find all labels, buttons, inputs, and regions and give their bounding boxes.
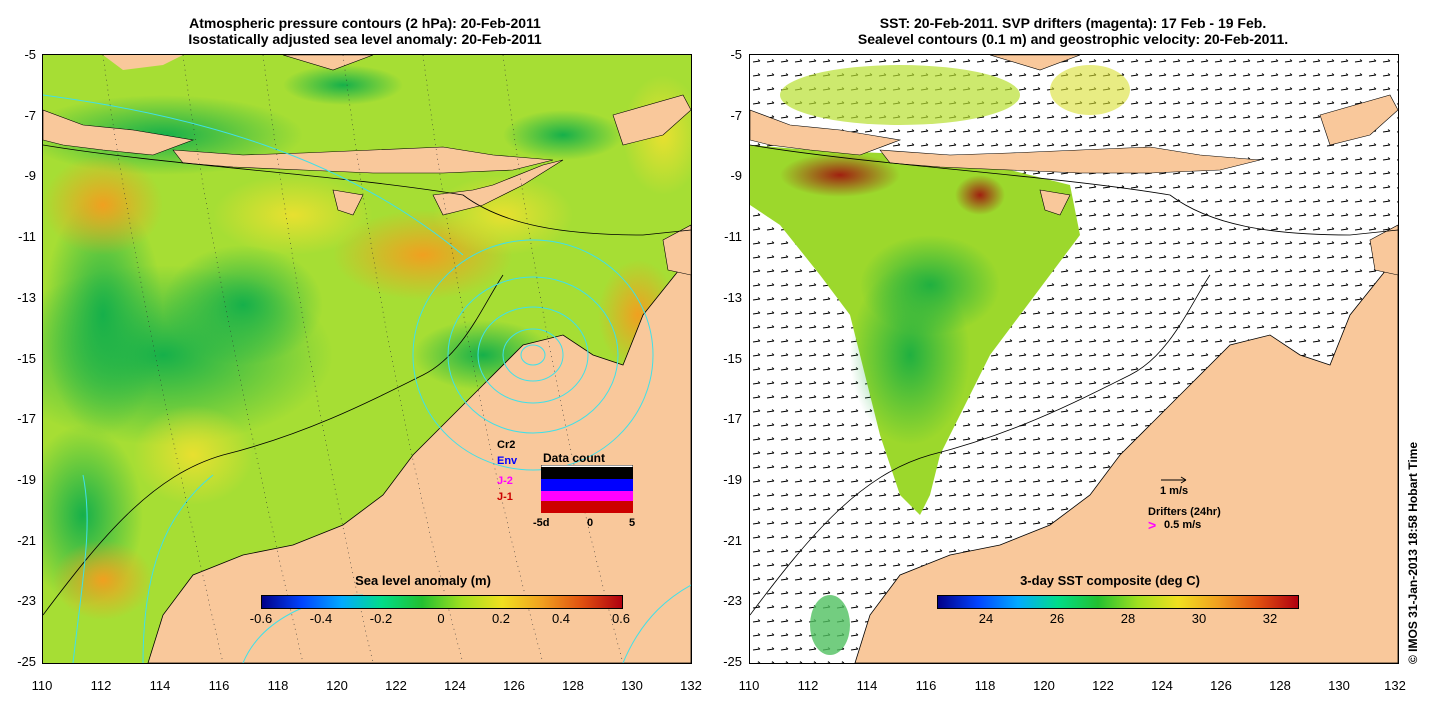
right-xtick-7: 122	[1092, 678, 1114, 693]
left-ytick-1: -5	[24, 47, 36, 62]
right-xtick-5: 118	[974, 678, 996, 693]
left-xtick-9: 126	[503, 678, 525, 693]
right-ytick-5: -13	[723, 290, 742, 305]
speed-legend-label: 1 m/s	[1160, 485, 1189, 497]
sla-tick-3: -0.2	[369, 611, 393, 626]
left-ytick-6: -15	[17, 351, 36, 366]
sst-colorbar-title: 3-day SST composite (deg C)	[1020, 573, 1200, 588]
right-ytick-10: -23	[723, 593, 742, 608]
sst-tick-1: 24	[978, 611, 994, 626]
sst-tick-5: 32	[1262, 611, 1278, 626]
sst-tick-2: 26	[1049, 611, 1065, 626]
sla-tick-7: 0.6	[611, 611, 631, 626]
right-ytick-3: -9	[730, 168, 742, 183]
sat-j2-label: J-2	[497, 475, 513, 487]
left-xtick-5: 118	[267, 678, 289, 693]
right-ytick-2: -7	[730, 108, 742, 123]
left-xtick-12: 132	[680, 678, 702, 693]
sla-tick-4: 0	[437, 611, 445, 626]
left-xtick-8: 124	[444, 678, 466, 693]
right-xtick-12: 132	[1384, 678, 1406, 693]
right-ytick-8: -19	[723, 472, 742, 487]
drifter-speed-label: 0.5 m/s	[1164, 519, 1202, 531]
right-ytick-4: -11	[724, 229, 742, 244]
left-xtick-2: 112	[90, 678, 112, 693]
sst-field	[750, 55, 1398, 663]
sat-cr2-label: Cr2	[497, 439, 516, 451]
right-xtick-6: 120	[1033, 678, 1055, 693]
left-ytick-2: -7	[24, 108, 36, 123]
left-ytick-4: -11	[18, 229, 36, 244]
left-ytick-8: -19	[17, 472, 36, 487]
data-count-xtick-2: 0	[587, 517, 594, 529]
sla-tick-2: -0.4	[309, 611, 333, 626]
imos-credit: © IMOS 31-Jan-2013 18:58 Hobart Time	[1406, 441, 1420, 664]
sla-tick-6: 0.4	[551, 611, 571, 626]
sla-colorbar	[261, 595, 623, 609]
right-xtick-10: 128	[1269, 678, 1291, 693]
left-xtick-11: 130	[621, 678, 643, 693]
sla-tick-5: 0.2	[491, 611, 511, 626]
sst-tick-4: 30	[1191, 611, 1207, 626]
sat-env-label: Env	[497, 455, 518, 467]
sla-colorbar-title: Sea level anomaly (m)	[355, 573, 491, 588]
speed-arrow-icon	[1161, 476, 1187, 484]
sat-j1-label: J-1	[497, 491, 513, 503]
right-title-line2: Sealevel contours (0.1 m) and geostrophi…	[857, 31, 1289, 47]
left-ytick-5: -13	[17, 290, 36, 305]
data-count-xtick-3: 5	[629, 517, 636, 529]
data-count-chart	[541, 465, 633, 513]
right-xtick-11: 130	[1328, 678, 1350, 693]
drifters-legend-label: Drifters (24hr)	[1148, 506, 1221, 518]
left-xtick-3: 114	[149, 678, 171, 693]
data-count-title: Data count	[543, 451, 606, 465]
sea-level-anomaly-field	[43, 55, 691, 663]
left-xtick-6: 120	[326, 678, 348, 693]
drifter-arrow-icon: >	[1148, 517, 1157, 533]
left-ytick-9: -21	[17, 533, 36, 548]
right-xtick-1: 110	[738, 678, 760, 693]
right-xtick-4: 116	[915, 678, 937, 693]
right-ytick-11: -25	[723, 654, 742, 669]
right-ytick-9: -21	[723, 533, 742, 548]
left-ytick-11: -25	[17, 654, 36, 669]
left-ytick-3: -9	[24, 168, 36, 183]
left-xtick-10: 128	[562, 678, 584, 693]
right-xtick-2: 112	[797, 678, 819, 693]
right-xtick-8: 124	[1151, 678, 1173, 693]
left-ytick-7: -17	[17, 411, 36, 426]
right-title-line1: SST: 20-Feb-2011. SVP drifters (magenta)…	[879, 15, 1267, 31]
sst-tick-3: 28	[1120, 611, 1136, 626]
right-ytick-6: -15	[723, 351, 742, 366]
left-title-line2: Isostatically adjusted sea level anomaly…	[188, 31, 542, 47]
left-xtick-4: 116	[208, 678, 230, 693]
right-ytick-1: -5	[730, 47, 742, 62]
sst-map: 1 m/s Drifters (24hr) > 0.5 m/s 3-day SS…	[749, 54, 1399, 664]
right-xtick-3: 114	[856, 678, 878, 693]
data-count-xtick-1: -5d	[533, 517, 550, 529]
sst-colorbar	[937, 595, 1299, 609]
right-ytick-7: -17	[723, 411, 742, 426]
left-title-line1: Atmospheric pressure contours (2 hPa): 2…	[189, 15, 541, 31]
left-xtick-7: 122	[385, 678, 407, 693]
left-xtick-1: 110	[31, 678, 53, 693]
sea-level-anomaly-map: Cr2 Env J-2 J-1 Data count -5d 0 5 Sea l…	[42, 54, 692, 664]
sla-tick-1: -0.6	[249, 611, 273, 626]
left-ytick-10: -23	[17, 593, 36, 608]
right-xtick-9: 126	[1210, 678, 1232, 693]
